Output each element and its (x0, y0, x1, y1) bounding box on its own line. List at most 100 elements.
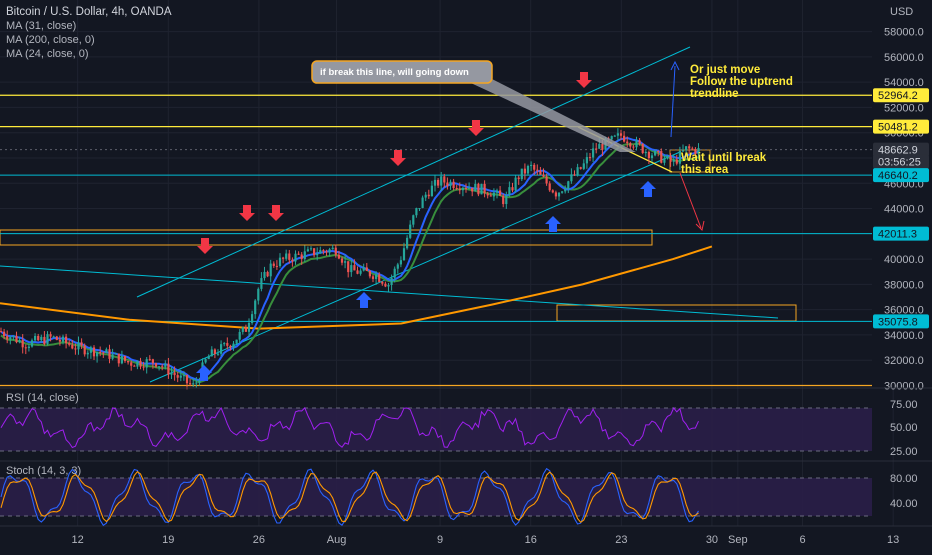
candle-body (443, 176, 446, 183)
candle-body (468, 187, 471, 189)
ma-200-label: MA (200, close, 0) (6, 34, 95, 46)
candle-body (334, 247, 337, 255)
candle-body (657, 150, 660, 152)
candle-body (530, 164, 533, 166)
down-arrow-icon (390, 150, 406, 166)
candle-body (412, 215, 415, 225)
candle-body (68, 343, 71, 345)
price-tag: 46640.2 (873, 168, 929, 183)
candle-body (387, 285, 390, 287)
candle-body (15, 335, 18, 343)
svg-text:50481.2: 50481.2 (878, 122, 918, 134)
svg-text:46640.2: 46640.2 (878, 170, 918, 182)
candle-body (220, 344, 223, 354)
ma-24-line (0, 142, 699, 384)
candle-body (145, 359, 148, 368)
candle-body (644, 151, 647, 154)
candle-body (415, 208, 418, 216)
candle-body (337, 254, 340, 259)
candle-body (319, 250, 322, 254)
candle-body (306, 249, 309, 252)
svg-text:35075.8: 35075.8 (878, 316, 918, 328)
svg-text:03:56:25: 03:56:25 (878, 157, 921, 169)
candle-body (458, 188, 461, 191)
candle-body (514, 177, 517, 191)
candle-body (619, 133, 623, 136)
svg-text:48662.9: 48662.9 (878, 145, 918, 157)
candle-body (86, 352, 89, 355)
down-arrow-icon (197, 238, 213, 254)
candle-body (30, 340, 34, 347)
candle-body (585, 157, 588, 164)
candle-body (539, 170, 542, 175)
candles (0, 128, 700, 390)
stoch-title: Stoch (14, 3, 3) (6, 465, 81, 477)
candle-body (266, 271, 269, 277)
candle-body (685, 146, 688, 151)
candle-body (579, 167, 582, 169)
candle-body (595, 148, 598, 150)
candle-body (0, 331, 3, 333)
down-arrow-icon (268, 205, 284, 221)
candle-body (185, 375, 189, 384)
candle-body (381, 281, 384, 284)
price-tag: 48662.9 (873, 142, 929, 157)
candle-body (350, 265, 353, 273)
candle-body (192, 383, 195, 385)
candle-body (182, 375, 185, 377)
price-ticks: 58000.056000.054000.052000.050000.048000… (884, 27, 924, 393)
candle-body (232, 343, 235, 348)
candle-body (623, 135, 626, 142)
ma-31-label: MA (31, close) (6, 20, 76, 32)
candle-body (464, 188, 468, 190)
candle-body (402, 248, 406, 261)
candle-body (161, 366, 164, 368)
ma-24-label: MA (24, close, 0) (6, 48, 89, 60)
candle-body (207, 356, 210, 360)
candle-body (275, 265, 278, 267)
candle-body (291, 259, 294, 262)
candle-body (629, 143, 632, 147)
candle-body (486, 193, 489, 196)
candle-body (52, 336, 55, 338)
candle-body (520, 168, 523, 180)
candle-body (328, 249, 331, 253)
candle-body (58, 339, 61, 342)
rsi-title: RSI (14, close) (6, 392, 79, 404)
candle-body (455, 188, 458, 190)
candle-body (588, 157, 592, 159)
candle-body (446, 182, 449, 186)
time-tick: 9 (437, 534, 443, 546)
candle-body (77, 342, 80, 350)
candle-body (452, 181, 455, 189)
candle-body (61, 336, 65, 342)
down-arrow-icon (576, 72, 592, 88)
svg-text:52964.2: 52964.2 (878, 90, 918, 102)
chart-title: Bitcoin / U.S. Dollar, 4h, OANDA (6, 6, 172, 18)
candle-body (142, 366, 145, 368)
candle-body (344, 261, 347, 263)
svg-text:50.00: 50.00 (890, 422, 918, 434)
candle-body (43, 336, 46, 345)
up-arrow-icon (356, 292, 372, 308)
candle-body (601, 144, 604, 150)
candle-body (154, 363, 158, 367)
time-tick: Aug (327, 534, 347, 546)
candle-body (492, 192, 495, 197)
candle-body (421, 197, 424, 209)
projection-arrows (670, 60, 705, 231)
candle-body (34, 335, 37, 341)
candle-body (223, 343, 226, 345)
time-tick: 23 (615, 534, 627, 546)
candle-body (499, 190, 502, 196)
candle-body (272, 263, 275, 266)
candle-body (409, 224, 412, 238)
candle-body (635, 140, 638, 148)
candle-body (384, 283, 387, 287)
candle-body (554, 192, 557, 197)
candle-body (638, 140, 641, 144)
candle-body (120, 356, 123, 364)
time-tick: 19 (162, 534, 174, 546)
